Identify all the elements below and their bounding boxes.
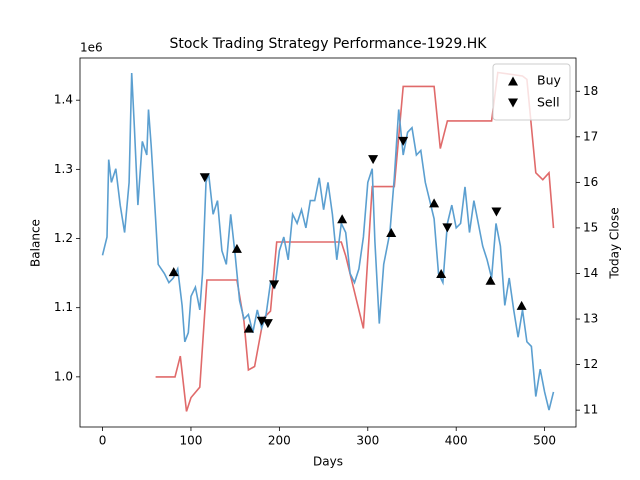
- sell-marker: [491, 207, 502, 217]
- y2-tick-label: 14: [583, 266, 598, 280]
- y2-tick-label: 11: [583, 403, 598, 417]
- buy-marker: [429, 198, 440, 208]
- y-offset-label: 1e6: [80, 41, 103, 55]
- y-tick-label: 1.0: [54, 369, 73, 383]
- buy-marker: [337, 214, 348, 224]
- y2-tick-label: 16: [583, 175, 598, 189]
- y2-tick-label: 13: [583, 312, 598, 326]
- legend-label: Sell: [537, 95, 560, 110]
- buy-marker: [485, 275, 496, 285]
- legend-label: Buy: [537, 73, 561, 88]
- y2-tick-label: 15: [583, 220, 598, 234]
- buy-marker: [386, 227, 397, 237]
- y-axis-label: Balance: [29, 219, 43, 267]
- x-tick-label: 0: [99, 434, 107, 448]
- legend-marker: [508, 76, 518, 86]
- chart-title: Stock Trading Strategy Performance-1929.…: [169, 36, 487, 52]
- y2-tick-label: 12: [583, 357, 598, 371]
- buy-marker: [243, 323, 254, 333]
- buy-marker: [436, 268, 447, 278]
- sell-marker: [398, 136, 409, 146]
- x-tick-label: 500: [533, 434, 556, 448]
- x-axis-label: Days: [313, 455, 343, 469]
- sell-marker: [262, 319, 273, 329]
- buy-marker: [168, 267, 179, 277]
- line-series: [101, 72, 555, 411]
- sell-marker: [199, 173, 210, 183]
- x-tick-label: 300: [356, 434, 379, 448]
- sell-marker: [269, 280, 280, 290]
- y-tick-label: 1.3: [54, 162, 73, 176]
- buy-marker: [231, 243, 242, 253]
- y2-tick-label: 18: [583, 84, 598, 98]
- y2-axis-label: Today Close: [608, 207, 622, 279]
- y2-tick-label: 17: [583, 129, 598, 143]
- x-tick-label: 400: [445, 434, 468, 448]
- legend-marker: [508, 98, 518, 108]
- sell-marker: [256, 316, 267, 326]
- buy-marker: [516, 300, 527, 310]
- plot-frame: [79, 57, 577, 428]
- y-tick-label: 1.1: [54, 300, 73, 314]
- x-tick-label: 200: [268, 434, 291, 448]
- y-tick-label: 1.4: [54, 93, 73, 107]
- sell-marker: [368, 155, 379, 165]
- sell-marker: [442, 223, 453, 233]
- x-tick-label: 100: [180, 434, 203, 448]
- y-tick-label: 1.2: [54, 231, 73, 245]
